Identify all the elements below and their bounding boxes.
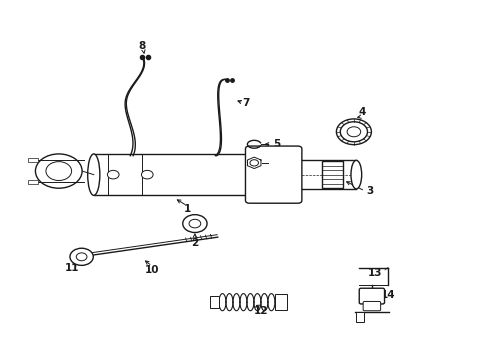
- Text: 5: 5: [272, 139, 279, 149]
- Text: 1: 1: [183, 204, 190, 214]
- Circle shape: [183, 215, 206, 233]
- Text: 11: 11: [64, 262, 79, 273]
- Text: 9: 9: [48, 173, 55, 183]
- Bar: [274, 294, 286, 310]
- Circle shape: [346, 127, 360, 137]
- Bar: [322, 161, 342, 188]
- Text: 3: 3: [366, 186, 372, 197]
- Circle shape: [141, 170, 153, 179]
- Text: 14: 14: [380, 290, 394, 300]
- Circle shape: [340, 122, 367, 142]
- Bar: [356, 312, 363, 322]
- Bar: [210, 296, 219, 308]
- Circle shape: [35, 154, 82, 188]
- FancyBboxPatch shape: [245, 146, 301, 203]
- Text: 8: 8: [139, 41, 146, 51]
- FancyBboxPatch shape: [363, 301, 380, 311]
- Text: 12: 12: [254, 306, 268, 316]
- Circle shape: [76, 253, 87, 261]
- Circle shape: [70, 248, 93, 265]
- Circle shape: [336, 119, 371, 145]
- Text: 7: 7: [241, 98, 249, 108]
- Ellipse shape: [350, 160, 361, 189]
- Bar: [28, 158, 38, 162]
- Text: 10: 10: [144, 265, 159, 275]
- Circle shape: [46, 162, 71, 180]
- Bar: [28, 180, 38, 184]
- Text: 2: 2: [191, 238, 198, 248]
- FancyBboxPatch shape: [359, 288, 384, 304]
- Ellipse shape: [87, 154, 100, 195]
- Text: 4: 4: [358, 107, 365, 117]
- Circle shape: [249, 160, 258, 166]
- Circle shape: [189, 219, 201, 228]
- Circle shape: [107, 170, 119, 179]
- Text: 6: 6: [272, 158, 279, 168]
- Text: 13: 13: [367, 268, 381, 278]
